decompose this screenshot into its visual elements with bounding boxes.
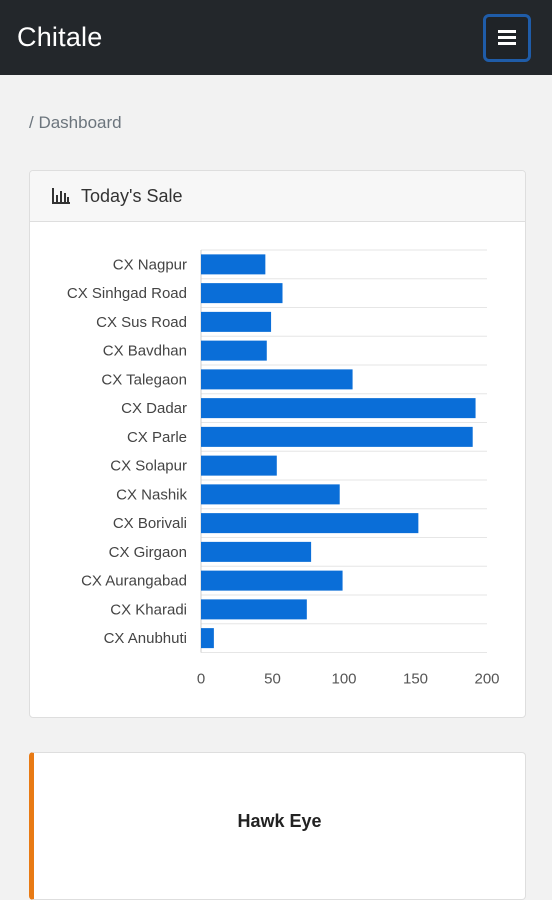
hamburger-menu-icon	[498, 30, 516, 45]
chart-category-label: CX Anubhuti	[104, 630, 187, 647]
chart-category-label: CX Bavdhan	[103, 343, 187, 360]
top-navbar: Chitale	[0, 0, 552, 75]
chart-bar[interactable]	[201, 628, 214, 649]
chart-x-tick-label: 200	[474, 671, 499, 688]
chart-category-label: CX Sus Road	[96, 314, 187, 331]
chart-x-tick-label: 150	[403, 671, 428, 688]
chart-category-label: CX Aurangabad	[81, 573, 187, 590]
chart-bar[interactable]	[201, 599, 307, 620]
breadcrumb: / Dashboard	[29, 113, 122, 132]
todays-sale-chart-area: CX Nagpur CX Sinhgad Road CX Sus Road CX Ba…	[30, 223, 525, 717]
chart-x-tick-label: 50	[264, 671, 281, 688]
chart-category-label: CX Nagpur	[113, 256, 187, 273]
todays-sale-card-header: Today's Sale	[30, 171, 525, 222]
chart-x-tick-label: 0	[197, 671, 205, 688]
chart-category-label: CX Dadar	[121, 400, 187, 417]
chart-category-label: CX Solapur	[110, 458, 187, 475]
chart-bar[interactable]	[201, 398, 476, 419]
chart-bar[interactable]	[201, 541, 312, 562]
chart-category-label: CX Girgaon	[109, 544, 187, 561]
chart-x-tick-label: 100	[331, 671, 356, 688]
todays-sale-card: Today's Sale CX Nagpur CX Sinhgad Road CX …	[29, 170, 526, 718]
chart-bar[interactable]	[201, 426, 473, 447]
todays-sale-bar-chart: CX Nagpur CX Sinhgad Road CX Sus Road CX Ba…	[67, 249, 500, 688]
chart-category-label: CX Kharadi	[110, 601, 187, 618]
chart-bar[interactable]	[201, 570, 343, 591]
hawk-eye-title: Hawk Eye	[237, 811, 322, 831]
chart-category-label: CX Sinhgad Road	[67, 285, 187, 302]
chart-bar[interactable]	[201, 484, 340, 505]
chart-category-label: CX Nashik	[116, 486, 187, 503]
chart-category-label: CX Borivali	[113, 515, 187, 532]
todays-sale-card-title: Today's Sale	[81, 185, 183, 206]
chart-bar[interactable]	[201, 311, 272, 332]
chart-bar[interactable]	[201, 369, 353, 390]
brand-title[interactable]: Chitale	[17, 22, 103, 52]
chart-bar[interactable]	[201, 340, 267, 361]
hawk-eye-card[interactable]: Hawk Eye	[29, 752, 526, 900]
chart-category-label: CX Talegaon	[101, 371, 187, 388]
chart-bar[interactable]	[201, 283, 283, 304]
chart-bar[interactable]	[201, 254, 266, 275]
chart-category-label: CX Parle	[127, 429, 187, 446]
chart-bar[interactable]	[201, 455, 277, 476]
bar-chart-icon	[52, 188, 70, 204]
menu-toggle-button[interactable]	[483, 13, 531, 62]
chart-bar[interactable]	[201, 513, 419, 534]
